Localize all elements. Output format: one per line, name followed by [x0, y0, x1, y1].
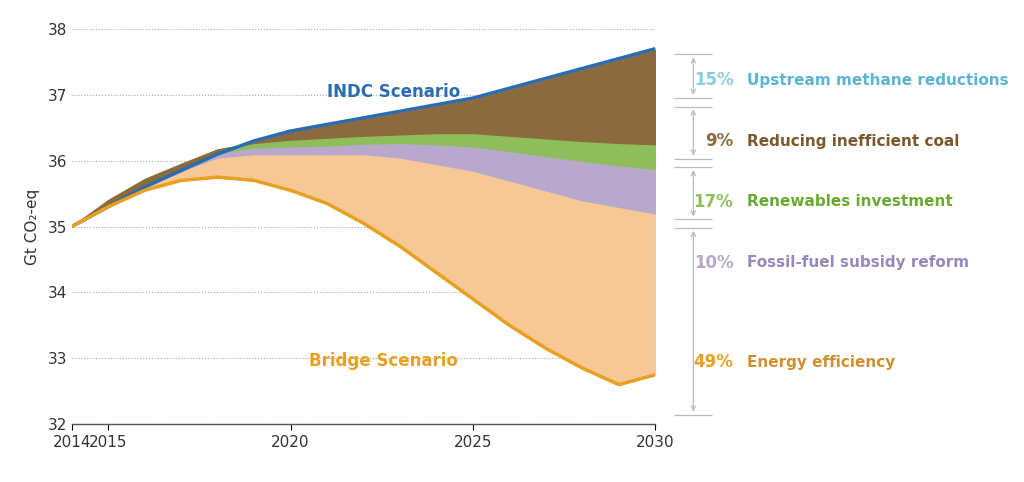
Text: Reducing inefficient coal: Reducing inefficient coal — [748, 134, 959, 149]
Text: 15%: 15% — [694, 71, 733, 90]
Text: 10%: 10% — [694, 254, 733, 272]
Text: Renewables investment: Renewables investment — [748, 194, 953, 210]
Text: 17%: 17% — [693, 193, 733, 211]
Y-axis label: Gt CO₂-eq: Gt CO₂-eq — [26, 188, 40, 265]
Text: Energy efficiency: Energy efficiency — [748, 355, 896, 370]
Text: Bridge Scenario: Bridge Scenario — [309, 352, 458, 370]
Text: Fossil-fuel subsidy reform: Fossil-fuel subsidy reform — [748, 255, 970, 270]
Text: INDC Scenario: INDC Scenario — [327, 83, 461, 101]
Text: 9%: 9% — [706, 132, 733, 150]
Text: 49%: 49% — [693, 353, 733, 372]
Text: Upstream methane reductions: Upstream methane reductions — [748, 73, 1009, 88]
